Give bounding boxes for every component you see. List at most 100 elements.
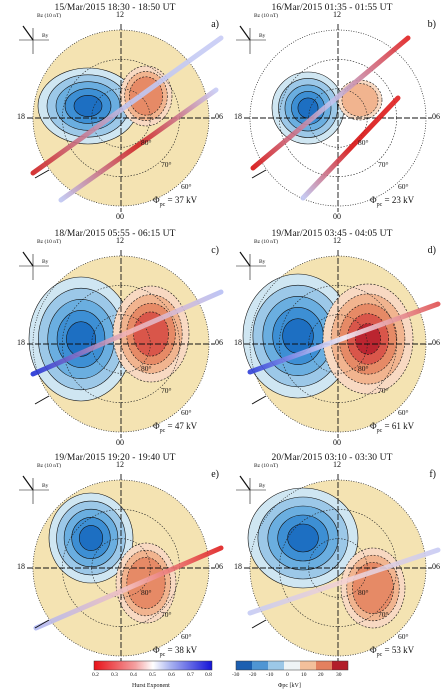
phi-equals: = <box>165 421 175 431</box>
satellite-track <box>58 87 219 203</box>
mlt-label-00: 00 <box>116 438 124 447</box>
imf-by-label: By <box>42 33 49 39</box>
latitude-label-70: 70° <box>378 386 389 395</box>
mlt-label-18: 18 <box>234 112 242 121</box>
imf-vector <box>239 475 251 491</box>
phi-tick: 10 <box>301 672 307 678</box>
imf-by-label: By <box>42 259 49 265</box>
imf-bz-label: Bz (10 nT) <box>37 13 62 19</box>
latitude-label-70: 70° <box>161 610 172 619</box>
satellite-track <box>247 301 441 375</box>
imf-bz-label: Bz (10 nT) <box>254 463 279 469</box>
mlt-label-18: 18 <box>234 338 242 347</box>
latitude-label-60: 60° <box>181 632 192 641</box>
mlt-label-18: 18 <box>234 562 242 571</box>
latitude-label-70: 70° <box>378 610 389 619</box>
imf-by-label: By <box>259 259 266 265</box>
phi-tick: 0 <box>286 672 289 678</box>
imf-vector <box>239 251 251 267</box>
phi-tick: -30 <box>232 672 240 678</box>
panel-label: c) <box>211 245 219 256</box>
track-arrow <box>251 395 267 405</box>
panel-title: 20/Mar/2015 03:10 - 03:30 UT <box>271 453 393 463</box>
mlt-label-06: 06 <box>432 562 440 571</box>
phi-symbol: Φ <box>370 645 377 655</box>
mlt-label-00: 00 <box>116 212 124 221</box>
mlt-label-18: 18 <box>17 338 25 347</box>
phi-tick: 20 <box>318 672 324 678</box>
polar-map <box>236 474 441 662</box>
imf-vector <box>22 251 34 267</box>
panel-label: f) <box>429 469 436 480</box>
phi-subscript: pc <box>159 201 166 208</box>
latitude-label-70: 70° <box>161 160 172 169</box>
phi-value: 47 kV <box>174 421 198 431</box>
panel-title: 19/Mar/2015 19:20 - 19:40 UT <box>54 453 176 463</box>
hurst-colorbar-title: Hurst Exponent <box>132 683 170 689</box>
cross-polar-potential: Φpc = 37 kV <box>153 195 197 208</box>
phi-value: 61 kV <box>391 421 415 431</box>
phi-equals: = <box>165 645 175 655</box>
phi-subscript: pc <box>159 651 166 658</box>
polar-map <box>236 24 432 212</box>
phi-equals: = <box>165 195 175 205</box>
imf-vector <box>239 25 251 41</box>
phi-colorbar-title: Φpc [kV] <box>278 683 301 689</box>
hurst-tick: 0.4 <box>130 672 137 678</box>
negative-cell-contour <box>287 523 319 553</box>
map-panel-e: 19/Mar/2015 19:20 - 19:40 UTe)1218060080… <box>5 452 225 671</box>
imf-by-label: By <box>259 483 266 489</box>
phi-value: 38 kV <box>174 645 198 655</box>
latitude-circle <box>32 29 210 207</box>
mlt-label-06: 06 <box>432 112 440 121</box>
phi-colorbar-gradient <box>235 660 349 671</box>
latitude-label-60: 60° <box>398 408 409 417</box>
hurst-tick: 0.7 <box>187 672 194 678</box>
track-arrow <box>34 169 50 179</box>
latitude-label-70: 70° <box>161 386 172 395</box>
hurst-tick: 0.8 <box>205 672 212 678</box>
latitude-label-80: 80° <box>141 588 152 597</box>
mlt-label-18: 18 <box>17 112 25 121</box>
mlt-label-06: 06 <box>432 338 440 347</box>
latitude-circle <box>249 479 427 657</box>
negative-cell-contour <box>78 525 104 551</box>
latitude-label-60: 60° <box>398 182 409 191</box>
phi-equals: = <box>382 421 392 431</box>
imf-bz-label: Bz (10 nT) <box>37 463 62 469</box>
latitude-circle <box>32 479 210 657</box>
cross-polar-potential: Φpc = 23 kV <box>370 195 414 208</box>
phi-symbol: Φ <box>370 195 377 205</box>
latitude-label-70: 70° <box>378 160 389 169</box>
phi-equals: = <box>382 645 392 655</box>
phi-symbol: Φ <box>370 421 377 431</box>
cross-polar-potential: Φpc = 53 kV <box>370 645 414 658</box>
panel-label: d) <box>427 245 436 256</box>
latitude-label-80: 80° <box>358 588 369 597</box>
imf-bz-label: Bz (10 nT) <box>254 239 279 245</box>
polar-map <box>236 250 441 438</box>
imf-by-label: By <box>259 33 266 39</box>
latitude-label-60: 60° <box>181 182 192 191</box>
satellite-track <box>30 35 224 176</box>
phi-equals: = <box>382 195 392 205</box>
cross-polar-potential: Φpc = 47 kV <box>153 421 197 434</box>
satellite-track <box>247 547 441 616</box>
satellite-track <box>30 289 224 377</box>
panel-title: 16/Mar/2015 01:35 - 01:55 UT <box>271 3 393 13</box>
hurst-tick: 0.3 <box>111 672 118 678</box>
hurst-colorbar: 0.2 0.3 0.4 0.5 0.6 0.7 0.8 Hurst Expone… <box>92 652 222 692</box>
mlt-label-12: 12 <box>116 10 124 19</box>
latitude-label-80: 80° <box>141 138 152 147</box>
map-panel-d: 19/Mar/2015 03:45 - 04:05 UT d) 12 18 06 00 80… <box>222 228 441 447</box>
polar-map <box>19 24 224 212</box>
phi-subscript: pc <box>376 201 383 208</box>
map-panel-b: 16/Mar/2015 01:35 - 01:55 UT b) 12 18 06 00 80… <box>222 2 441 221</box>
latitude-label-60: 60° <box>398 632 409 641</box>
hurst-tick: 0.6 <box>168 672 175 678</box>
track-arrow <box>251 169 267 179</box>
imf-by-label: By <box>42 483 49 489</box>
cross-polar-potential: Φpc = 38 kV <box>153 645 197 658</box>
map-panel-c: 18/Mar/2015 05:55 - 06:15 UT c) 12 18 06 00 80… <box>5 228 225 447</box>
hurst-colorbar-gradient <box>93 660 213 671</box>
